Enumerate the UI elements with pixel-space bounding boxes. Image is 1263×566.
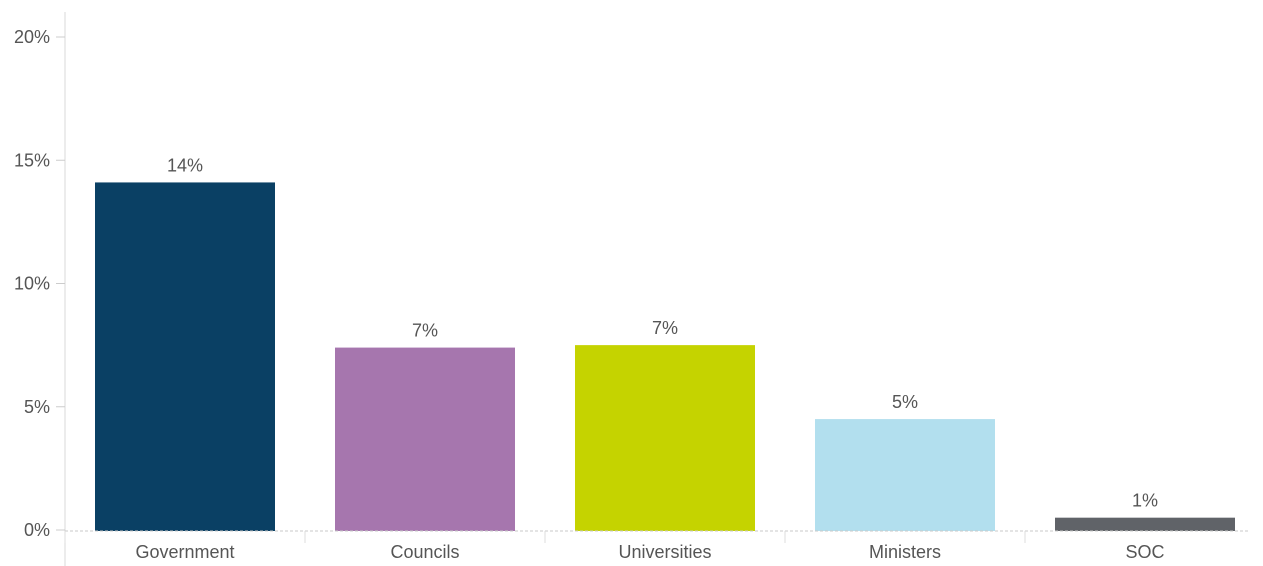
y-tick-label: 10% (14, 274, 50, 294)
data-label: 5% (892, 392, 918, 412)
y-tick-label: 0% (24, 520, 50, 540)
data-label: 14% (167, 155, 203, 175)
bar-councils (335, 347, 515, 531)
bar-government (95, 182, 275, 531)
x-category-label: Ministers (869, 542, 941, 562)
data-labels: 14% 7% 7% 5% 1% (167, 155, 1158, 510)
y-axis: 0% 5% 10% 15% 20% (14, 12, 66, 566)
bar-soc (1055, 517, 1235, 531)
bar-ministers (815, 419, 995, 531)
y-tick-label: 15% (14, 150, 50, 170)
bars (95, 182, 1235, 531)
data-label: 7% (412, 321, 438, 341)
x-category-label: Government (135, 542, 234, 562)
y-tick-label: 20% (14, 27, 50, 47)
x-category-label: Councils (390, 542, 459, 562)
y-tick-label: 5% (24, 397, 50, 417)
data-label: 7% (652, 318, 678, 338)
bar-universities (575, 345, 755, 531)
data-label: 1% (1132, 491, 1158, 511)
x-axis: Government Councils Universities Ministers S… (64, 530, 1250, 562)
x-category-label: Universities (618, 542, 711, 562)
x-category-label: SOC (1125, 542, 1164, 562)
